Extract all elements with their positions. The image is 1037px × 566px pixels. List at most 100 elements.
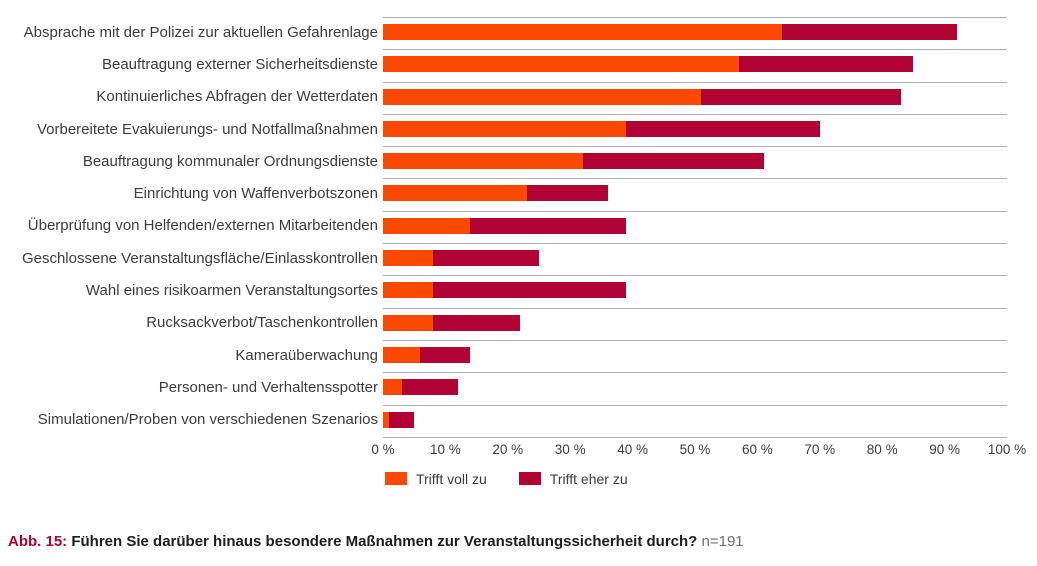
category-label: Einrichtung von Waffenverbotszonen bbox=[133, 185, 378, 203]
bar-row: Personen- und Verhaltensspotter bbox=[0, 372, 1007, 404]
bar-segment-trifft-eher-zu bbox=[420, 346, 471, 363]
stacked-bar bbox=[383, 56, 1007, 73]
category-label: Kameraüberwachung bbox=[235, 346, 378, 364]
stacked-bar bbox=[383, 120, 1007, 137]
bar-segment-trifft-voll-zu bbox=[383, 346, 421, 363]
category-label: Beauftragung externer Sicherheitsdienste bbox=[101, 55, 378, 73]
bar-track bbox=[383, 307, 1007, 340]
bar-segment-trifft-voll-zu bbox=[383, 185, 527, 202]
x-tick-label: 30 % bbox=[554, 441, 586, 457]
bar-track bbox=[383, 113, 1007, 146]
bar-row: Einrichtung von Waffenverbotszonen bbox=[0, 178, 1007, 210]
stacked-bar bbox=[383, 153, 1007, 170]
x-axis: 0 % 10 % 20 % 30 % 40 % 50 % 60 % 70 % 80 % 90 % 1… bbox=[371, 441, 1026, 462]
caption-question: Führen Sie darüber hinaus besondere Maßn… bbox=[71, 533, 698, 550]
bar-row: Geschlossene Veranstaltungsfläche/Einlas… bbox=[0, 243, 1007, 275]
bar-segment-trifft-voll-zu bbox=[383, 314, 433, 331]
category-label: Kontinuierliches Abfragen der Wetterdate… bbox=[96, 88, 378, 106]
bar-row: Überprüfung von Helfenden/externen Mitar… bbox=[0, 210, 1007, 243]
bar-track bbox=[383, 146, 1007, 178]
stacked-bar bbox=[383, 411, 1007, 428]
bar-track bbox=[383, 404, 1007, 439]
category-label: Überprüfung von Helfenden/externen Mitar… bbox=[27, 217, 378, 235]
category-label: Vorbereitete Evakuierungs- und Notfallma… bbox=[36, 120, 378, 138]
bar-segment-trifft-eher-zu bbox=[432, 314, 521, 331]
bar-segment-trifft-eher-zu bbox=[526, 185, 608, 202]
legend-swatch bbox=[518, 472, 541, 486]
bar-track bbox=[383, 275, 1007, 307]
bar-track bbox=[383, 81, 1007, 114]
category-label: Geschlossene Veranstaltungsfläche/Einlas… bbox=[21, 249, 378, 267]
stacked-bar bbox=[383, 88, 1007, 105]
x-tick-label: 0 % bbox=[371, 441, 395, 457]
bar-row: Absprache mit der Polizei zur aktuellen … bbox=[0, 17, 1007, 49]
bar-segment-trifft-eher-zu bbox=[582, 153, 764, 170]
bar-row: Beauftragung kommunaler Ordnungsdienste bbox=[0, 146, 1007, 178]
caption-sample-size: n=191 bbox=[701, 533, 744, 550]
category-label: Absprache mit der Polizei zur aktuellen … bbox=[23, 23, 378, 41]
stacked-bar bbox=[383, 250, 1007, 267]
bar-row: Kameraüberwachung bbox=[0, 339, 1007, 372]
bar-segment-trifft-eher-zu bbox=[389, 411, 415, 428]
bar-segment-trifft-eher-zu bbox=[738, 56, 914, 73]
bar-segment-trifft-voll-zu bbox=[383, 88, 702, 105]
bar-segment-trifft-eher-zu bbox=[432, 282, 627, 299]
bar-segment-trifft-voll-zu bbox=[383, 56, 739, 73]
bar-segment-trifft-voll-zu bbox=[383, 250, 433, 267]
stacked-bar bbox=[383, 217, 1007, 234]
x-tick-label: 20 % bbox=[492, 441, 524, 457]
chart-rows: Absprache mit der Polizei zur aktuellen … bbox=[0, 17, 1007, 439]
bar-track bbox=[383, 339, 1007, 372]
x-tick-label: 60 % bbox=[742, 441, 773, 457]
bar-segment-trifft-eher-zu bbox=[701, 88, 901, 105]
bar-segment-trifft-voll-zu bbox=[383, 282, 433, 299]
stacked-bar bbox=[383, 24, 1007, 40]
bar-row: Rucksackverbot/Taschenkontrollen bbox=[0, 307, 1007, 340]
stacked-bar bbox=[383, 314, 1007, 331]
bar-segment-trifft-voll-zu bbox=[383, 153, 583, 170]
bar-segment-trifft-eher-zu bbox=[626, 120, 820, 137]
bar-track bbox=[383, 243, 1007, 275]
bar-track bbox=[383, 210, 1007, 243]
stacked-bar bbox=[383, 185, 1007, 202]
bar-track bbox=[383, 17, 1007, 49]
stacked-bar bbox=[383, 346, 1007, 363]
x-tick-label: 10 % bbox=[430, 441, 461, 457]
bar-segment-trifft-voll-zu bbox=[383, 24, 783, 40]
legend-label: Trifft eher zu bbox=[549, 470, 628, 487]
x-tick-label: 90 % bbox=[929, 441, 960, 457]
bar-segment-trifft-eher-zu bbox=[401, 379, 458, 396]
bar-row: Wahl eines risikoarmen Veranstaltungsort… bbox=[0, 275, 1007, 307]
bar-row: Simulationen/Proben von verschiedenen Sz… bbox=[0, 404, 1007, 439]
bar-segment-trifft-eher-zu bbox=[782, 24, 958, 40]
category-label: Simulationen/Proben von verschiedenen Sz… bbox=[37, 411, 378, 429]
x-tick-label: 40 % bbox=[617, 441, 648, 457]
bar-track bbox=[383, 372, 1007, 404]
bar-track bbox=[383, 178, 1007, 210]
bar-segment-trifft-eher-zu bbox=[470, 217, 627, 234]
x-tick-label: 70 % bbox=[804, 441, 836, 457]
figure-caption: Abb. 15: Führen Sie darüber hinaus beson… bbox=[8, 533, 744, 550]
bar-row: Vorbereitete Evakuierungs- und Notfallma… bbox=[0, 113, 1007, 146]
bar-segment-trifft-eher-zu bbox=[432, 250, 539, 267]
category-label: Wahl eines risikoarmen Veranstaltungsort… bbox=[85, 282, 378, 300]
bar-row: Beauftragung externer Sicherheitsdienste bbox=[0, 49, 1007, 81]
category-label: Rucksackverbot/Taschenkontrollen bbox=[146, 314, 378, 332]
legend-item: Trifft voll zu bbox=[385, 471, 487, 487]
bar-segment-trifft-voll-zu bbox=[383, 217, 471, 234]
stacked-bar-chart: Absprache mit der Polizei zur aktuellen … bbox=[0, 17, 1026, 487]
bar-track bbox=[383, 49, 1007, 81]
bar-segment-trifft-voll-zu bbox=[383, 120, 627, 137]
category-label: Personen- und Verhaltensspotter bbox=[158, 378, 378, 396]
legend: Trifft voll zu Trifft eher zu bbox=[385, 471, 1007, 487]
bar-segment-trifft-voll-zu bbox=[383, 411, 390, 428]
category-label: Beauftragung kommunaler Ordnungsdienste bbox=[82, 152, 378, 170]
stacked-bar bbox=[383, 282, 1007, 299]
x-tick-label: 100 % bbox=[987, 441, 1027, 457]
legend-item: Trifft eher zu bbox=[518, 470, 628, 487]
x-tick-label: 50 % bbox=[679, 441, 711, 457]
stacked-bar bbox=[383, 379, 1007, 396]
bar-segment-trifft-voll-zu bbox=[383, 379, 402, 396]
legend-label: Trifft voll zu bbox=[416, 470, 487, 487]
